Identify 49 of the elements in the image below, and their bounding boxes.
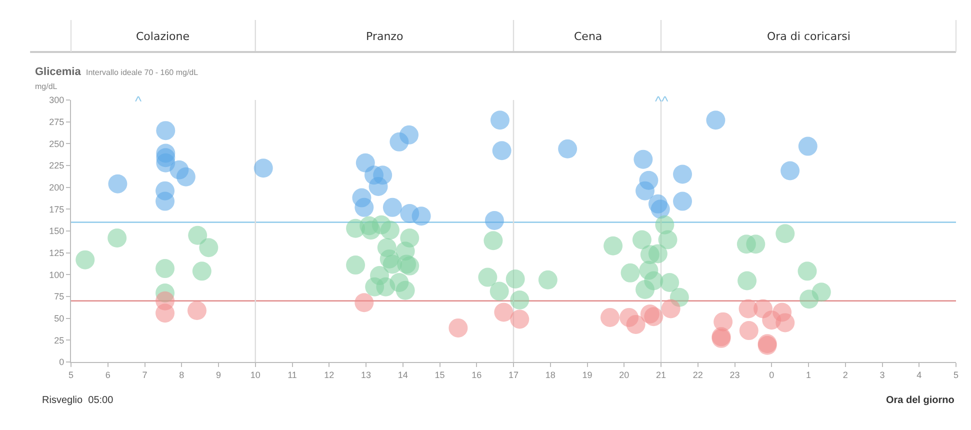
x-tick-label: 10 <box>250 370 260 380</box>
y-tick-label: 75 <box>54 292 64 302</box>
x-tick-label: 9 <box>216 370 222 380</box>
y-tick-label: 275 <box>49 116 64 127</box>
x-tick-label: 4 <box>916 370 922 380</box>
text: Cena <box>574 30 602 43</box>
chart-title: Glicemia <box>35 66 82 78</box>
x-tick-label: 5 <box>953 370 959 380</box>
y-tick-label: 50 <box>54 313 64 324</box>
y-tick-label: 150 <box>49 226 64 236</box>
x-tick-label: 8 <box>179 370 184 380</box>
annotation: ^^ <box>655 93 669 109</box>
annotation: ^ <box>135 93 142 109</box>
y-axis-title: mg/dL <box>35 82 58 91</box>
x-tick-label: 17 <box>508 370 519 380</box>
y-tick-label: 200 <box>49 182 64 192</box>
y-tick-label: 175 <box>49 204 64 214</box>
x-tick-label: 23 <box>730 370 740 380</box>
x-tick-label: 5 <box>68 370 74 380</box>
chart-subtitle: Intervallo ideale 70 - 160 mg/dL <box>86 68 199 77</box>
x-tick-label: 21 <box>656 370 666 380</box>
x-tick-label: 22 <box>692 370 703 380</box>
y-tick-label: 0 <box>59 357 64 368</box>
x-tick-label: 19 <box>582 370 592 380</box>
x-tick-label: 18 <box>545 370 556 380</box>
y-tick-label: 100 <box>49 270 64 280</box>
x-tick-label: 6 <box>105 370 110 380</box>
y-tick-label: 225 <box>49 160 64 171</box>
text: Pranzo <box>366 30 404 43</box>
x-tick-label: 13 <box>360 370 372 380</box>
x-tick-label: 15 <box>434 370 445 380</box>
text: Risveglio 05:00 <box>42 395 114 406</box>
x-tick-label: 3 <box>880 370 885 380</box>
x-tick-label: 12 <box>324 370 334 380</box>
x-tick-label: 20 <box>619 370 630 380</box>
text: Ora di coricarsi <box>767 30 850 43</box>
x-tick-label: 1 <box>806 370 812 380</box>
x-tick-label: 16 <box>472 370 482 380</box>
y-tick-label: 300 <box>49 95 64 106</box>
x-tick-label: 0 <box>769 370 774 380</box>
text: Colazione <box>136 30 190 43</box>
x-tick-label: 14 <box>398 370 408 380</box>
y-tick-label: 25 <box>54 335 64 346</box>
x-axis-title: Ora del giorno <box>886 395 954 406</box>
y-tick-label: 125 <box>49 248 64 258</box>
x-tick-label: 11 <box>288 370 297 380</box>
y-tick-label: 250 <box>49 138 64 149</box>
x-tick-label: 7 <box>142 370 148 380</box>
x-tick-label: 2 <box>842 370 848 380</box>
